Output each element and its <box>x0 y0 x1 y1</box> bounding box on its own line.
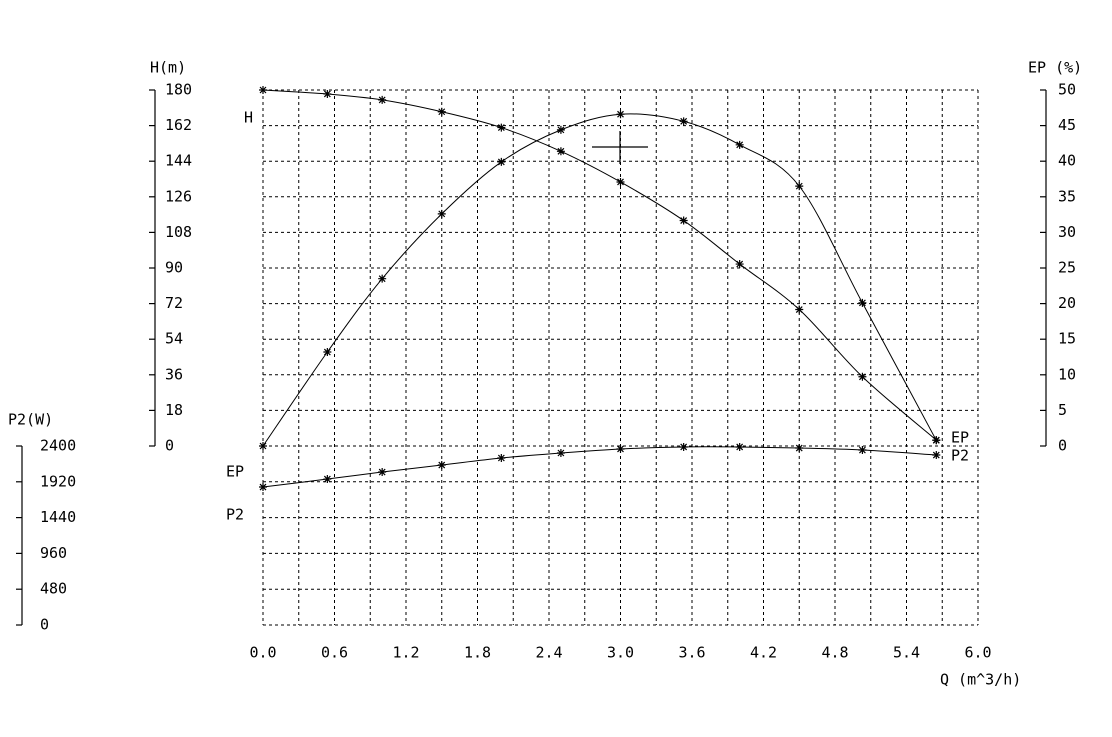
x-tick-label: 1.2 <box>392 644 419 662</box>
point-marker <box>616 177 625 186</box>
y-axis-title: H(m) <box>150 59 186 77</box>
point-marker <box>497 454 506 463</box>
y3-tick-label: 0 <box>40 616 49 634</box>
y-tick-label: 72 <box>165 294 183 312</box>
y-tick-label: 162 <box>165 116 192 134</box>
y2-tick-label: 45 <box>1058 116 1076 134</box>
y2-axis-title: EP (%) <box>1028 59 1082 77</box>
x-tick-label: 3.6 <box>678 644 705 662</box>
x-tick-label: 6.0 <box>964 644 991 662</box>
y-tick-label: 126 <box>165 187 192 205</box>
point-marker <box>378 274 387 283</box>
point-marker <box>259 483 267 492</box>
point-marker <box>378 468 387 477</box>
y-tick-label: 144 <box>165 152 192 170</box>
x-tick-label: 1.8 <box>464 644 491 662</box>
curve-label: H <box>244 109 253 127</box>
y2-tick-label: 35 <box>1058 187 1076 205</box>
point-marker <box>323 348 332 357</box>
y-tick-label: 0 <box>165 437 174 455</box>
curve-label: P2 <box>226 506 244 524</box>
point-marker <box>795 444 804 453</box>
point-marker <box>795 305 804 314</box>
y-tick-label: 54 <box>165 330 183 348</box>
point-marker <box>437 209 446 218</box>
point-marker <box>679 216 688 225</box>
point-marker <box>735 140 744 149</box>
point-marker <box>858 446 867 455</box>
y2-tick-label: 50 <box>1058 81 1076 99</box>
y2-tick-label: 20 <box>1058 294 1076 312</box>
point-marker <box>259 442 267 450</box>
y-tick-label: 180 <box>165 81 192 99</box>
point-marker <box>556 125 565 134</box>
point-marker <box>932 451 941 460</box>
point-marker <box>323 475 332 484</box>
y2-tick-label: 5 <box>1058 401 1067 419</box>
y3-tick-label: 2400 <box>40 437 76 455</box>
point-marker <box>795 182 804 191</box>
y2-tick-label: 30 <box>1058 223 1076 241</box>
y-tick-label: 90 <box>165 259 183 277</box>
curve-label: EP <box>951 429 969 447</box>
x-tick-label: 2.4 <box>535 644 562 662</box>
y-tick-label: 36 <box>165 365 183 383</box>
point-marker <box>556 147 565 156</box>
point-marker <box>679 117 688 126</box>
x-tick-label: 0.0 <box>249 644 276 662</box>
curve-label: EP <box>226 463 244 481</box>
point-marker <box>858 372 867 381</box>
y3-tick-label: 1440 <box>40 508 76 526</box>
cursor <box>592 131 648 164</box>
y2-tick-label: 0 <box>1058 437 1067 455</box>
point-marker <box>616 444 625 453</box>
y2-tick-label: 40 <box>1058 152 1076 170</box>
point-marker <box>437 107 446 116</box>
x-axis-title: Q (m^3/h) <box>940 671 1021 689</box>
y2-tick-label: 10 <box>1058 365 1076 383</box>
point-marker <box>679 442 688 451</box>
x-tick-label: 0.6 <box>321 644 348 662</box>
y3-tick-label: 480 <box>40 580 67 598</box>
y3-axis-title: P2(W) <box>8 411 53 429</box>
point-marker <box>497 123 506 132</box>
point-marker <box>735 260 744 269</box>
point-marker <box>556 449 565 458</box>
y2-tick-label: 15 <box>1058 330 1076 348</box>
y-tick-label: 108 <box>165 223 192 241</box>
y-tick-label: 18 <box>165 401 183 419</box>
x-tick-label: 3.0 <box>607 644 634 662</box>
point-marker <box>735 442 744 451</box>
x-tick-label: 4.8 <box>821 644 848 662</box>
y3-tick-label: 960 <box>40 544 67 562</box>
point-marker <box>932 436 941 445</box>
curve <box>262 446 937 488</box>
point-marker <box>437 461 446 470</box>
point-marker <box>858 298 867 307</box>
point-marker <box>323 89 332 98</box>
x-tick-label: 4.2 <box>750 644 777 662</box>
x-tick-label: 5.4 <box>893 644 920 662</box>
y2-tick-label: 25 <box>1058 259 1076 277</box>
curve <box>262 113 937 447</box>
curve-label: P2 <box>951 447 969 465</box>
point-marker <box>378 95 387 104</box>
y3-tick-label: 1920 <box>40 472 76 490</box>
point-marker <box>616 110 625 119</box>
point-marker <box>497 157 506 166</box>
point-marker <box>259 86 267 94</box>
